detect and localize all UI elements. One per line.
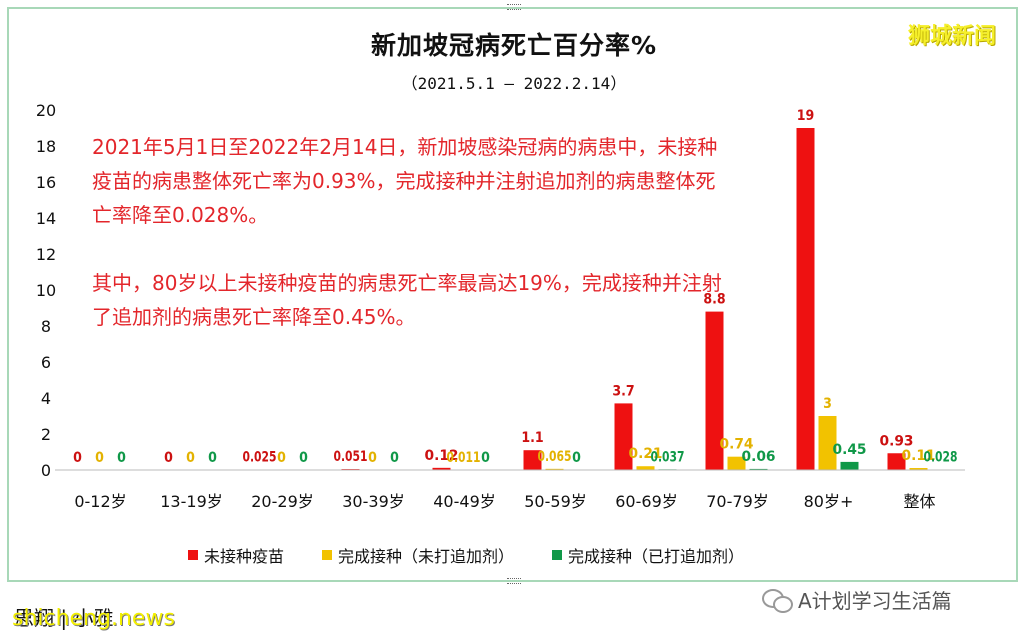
legend-item-no-booster: 完成接种（未打追加剂） <box>322 543 514 567</box>
data-label-1-9: 0.11 <box>902 448 936 464</box>
y-tick-label: 14 <box>36 209 56 228</box>
annotation-paragraph-1: 2021年5月1日至2022年2月14日，新加坡感染冠病的病患中，未接种疫苗的病… <box>92 135 718 227</box>
bar-0-4 <box>432 467 451 470</box>
legend-swatch-no-booster <box>322 550 333 560</box>
x-tick-label: 13-19岁 <box>160 492 223 511</box>
wechat-icon <box>762 588 793 613</box>
data-label-1-2: 0 <box>277 450 286 466</box>
data-label-0-3: 0.051 <box>334 449 368 465</box>
y-tick-label: 8 <box>41 317 51 336</box>
bar-0-6 <box>614 403 633 470</box>
bar-0-8 <box>796 128 815 470</box>
legend-item-booster: 完成接种（已打追加剂） <box>552 543 744 567</box>
annotation-paragraph-2: 其中，80岁以上未接种疫苗的病患死亡率最高达19%，完成接种并注射了追加剂的病患… <box>92 271 722 329</box>
bars-group <box>250 128 950 470</box>
bar-1-9 <box>909 468 928 470</box>
x-tick-label: 0-12岁 <box>74 492 126 511</box>
data-label-0-9: 0.93 <box>880 433 914 449</box>
data-labels-group: 0 0 0 0 0 0 0.025 0 0 0.051 0 0 0.120.011 01.10.065 03… <box>73 108 957 466</box>
chart-title: 新加坡冠病死亡百分率% <box>370 31 658 60</box>
watermark-author: 思翔 | 小雅 <box>14 606 114 630</box>
data-label-2-8: 0.45 <box>833 442 867 458</box>
data-label-2-2: 0 <box>299 450 308 466</box>
resize-handle-top[interactable] <box>507 4 521 10</box>
watermark-site: shicheng.news <box>12 606 175 631</box>
x-tick-label: 30-39岁 <box>342 492 405 511</box>
y-tick-label: 18 <box>36 137 56 156</box>
data-label-1-5: 0.065 <box>538 449 572 465</box>
data-label-1-7: 0.74 <box>720 437 754 453</box>
data-label-0-1: 0 <box>164 450 173 466</box>
data-label-2-6: 0.037 <box>651 449 685 465</box>
x-tick-label: 整体 <box>903 492 935 511</box>
data-label-2-3: 0 <box>390 450 399 466</box>
watermark-wechat: A计划学习生活篇 <box>762 585 952 614</box>
watermark-wechat-text: A计划学习生活篇 <box>798 589 952 613</box>
data-label-0-8: 19 <box>797 108 815 124</box>
y-tick-label: 6 <box>41 353 51 372</box>
bar-0-5 <box>523 450 542 470</box>
x-tick-label: 20-29岁 <box>251 492 314 511</box>
x-axis: 0-12岁 13-19岁 20-29岁 30-39岁 40-49岁 50-59岁 60-69… <box>55 469 965 511</box>
y-tick-label: 20 <box>36 101 56 120</box>
data-label-2-4: 0 <box>481 450 490 466</box>
data-label-2-1: 0 <box>208 450 217 466</box>
chart-frame <box>7 7 1018 582</box>
y-tick-label: 12 <box>36 245 56 264</box>
legend-label-unvaccinated: 未接种疫苗 <box>204 547 285 566</box>
x-tick-label: 50-59岁 <box>524 492 587 511</box>
data-label-0-6: 3.7 <box>612 383 634 399</box>
x-tick-label: 70-79岁 <box>706 492 769 511</box>
bar-1-7 <box>727 456 746 470</box>
legend: 未接种疫苗 完成接种（未打追加剂） 完成接种（已打追加剂） <box>188 543 744 567</box>
data-label-0-0: 0 <box>73 450 82 466</box>
data-label-2-7: 0.06 <box>742 449 776 465</box>
data-label-1-6: 0.21 <box>629 446 663 462</box>
bar-1-6 <box>636 466 655 470</box>
data-label-2-9: 0.028 <box>924 449 958 465</box>
y-tick-label: 10 <box>36 281 56 300</box>
legend-label-no-booster: 完成接种（未打追加剂） <box>338 547 515 566</box>
bar-1-8 <box>818 416 837 470</box>
legend-label-booster: 完成接种（已打追加剂） <box>568 547 745 566</box>
bar-0-9 <box>887 453 906 470</box>
data-label-1-8: 3 <box>823 396 832 412</box>
annotation-text: 2021年5月1日至2022年2月14日，新加坡感染冠病的病患中，未接种疫苗的病… <box>92 130 732 368</box>
data-label-2-0: 0 <box>117 450 126 466</box>
legend-swatch-unvaccinated <box>188 550 198 560</box>
y-tick-label: 0 <box>41 461 51 480</box>
data-label-0-4: 0.12 <box>425 448 459 464</box>
bar-0-7 <box>705 311 724 470</box>
data-label-1-4: 0.011 <box>447 450 481 466</box>
data-label-1-1: 0 <box>186 450 195 466</box>
data-label-0-2: 0.025 <box>243 450 277 466</box>
data-label-0-5: 1.1 <box>521 430 543 446</box>
y-tick-label: 2 <box>41 425 51 444</box>
x-tick-label: 80岁+ <box>804 492 854 511</box>
y-tick-label: 16 <box>36 173 56 192</box>
bar-1-5 <box>545 468 564 470</box>
y-tick-label: 4 <box>41 389 51 408</box>
legend-swatch-booster <box>552 550 563 560</box>
bar-2-8 <box>840 461 859 470</box>
x-tick-label: 60-69岁 <box>615 492 678 511</box>
resize-handle-bottom[interactable] <box>507 578 521 584</box>
bar-2-7 <box>749 468 768 470</box>
legend-item-unvaccinated: 未接种疫苗 <box>188 543 284 567</box>
data-label-1-0: 0 <box>95 450 104 466</box>
brand-logo-text: 狮城新闻 <box>908 24 997 49</box>
data-label-2-5: 0 <box>572 450 581 466</box>
data-label-0-7: 8.8 <box>703 292 725 308</box>
y-axis: 0 2 4 6 8 10 12 14 16 18 20 <box>36 101 56 480</box>
x-tick-label: 40-49岁 <box>433 492 496 511</box>
chart-subtitle: （2021.5.1 – 2022.2.14） <box>401 74 627 93</box>
data-label-1-3: 0 <box>368 450 377 466</box>
